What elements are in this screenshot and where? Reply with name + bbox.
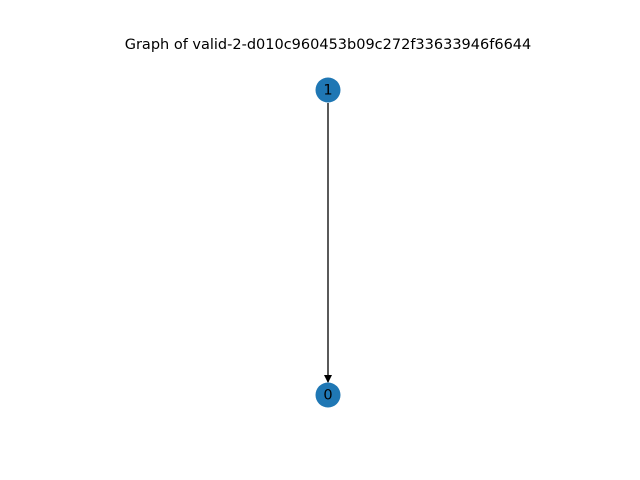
node-label: 1 bbox=[323, 83, 332, 99]
graph-node-1[interactable]: 1 bbox=[315, 77, 341, 103]
graph-node-0[interactable]: 0 bbox=[315, 382, 341, 408]
nodes-layer: 1 0 bbox=[315, 77, 341, 408]
node-circle bbox=[315, 382, 341, 408]
node-circle bbox=[315, 77, 341, 103]
graph-title: Graph of valid-2-d010c960453b09c272f3363… bbox=[125, 37, 532, 53]
node-label: 0 bbox=[323, 388, 332, 404]
